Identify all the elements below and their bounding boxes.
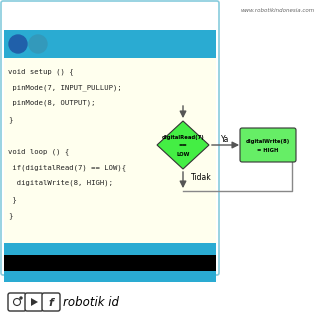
Text: ==: == — [179, 143, 188, 148]
Polygon shape — [157, 121, 209, 169]
Text: void setup () {: void setup () { — [8, 68, 74, 75]
FancyBboxPatch shape — [8, 293, 26, 311]
FancyBboxPatch shape — [42, 293, 60, 311]
Text: LOW: LOW — [176, 151, 190, 156]
Text: if(digitalRead(7) == LOW){: if(digitalRead(7) == LOW){ — [8, 164, 126, 171]
Text: pinMode(7, INPUT_PULLUP);: pinMode(7, INPUT_PULLUP); — [8, 84, 122, 91]
Text: pinMode(8, OUTPUT);: pinMode(8, OUTPUT); — [8, 100, 95, 107]
Text: Ya: Ya — [221, 135, 230, 145]
FancyBboxPatch shape — [240, 128, 296, 162]
Text: }: } — [8, 116, 12, 123]
Text: www.robotikindonesia.com: www.robotikindonesia.com — [241, 8, 315, 13]
Text: robotik id: robotik id — [63, 295, 119, 308]
Text: void loop () {: void loop () { — [8, 148, 69, 155]
Bar — [4, 243, 216, 255]
Text: Tidak: Tidak — [191, 172, 212, 181]
Circle shape — [29, 35, 47, 53]
FancyBboxPatch shape — [25, 293, 43, 311]
Text: digitalRead(7): digitalRead(7) — [162, 135, 204, 140]
Text: }: } — [8, 212, 12, 219]
Text: }: } — [8, 196, 17, 203]
Polygon shape — [31, 298, 38, 306]
Bar — [4, 271, 216, 282]
Circle shape — [9, 35, 27, 53]
Text: digitalWrite(8): digitalWrite(8) — [246, 139, 290, 143]
Text: digitalWrite(8, HIGH);: digitalWrite(8, HIGH); — [8, 180, 113, 187]
FancyBboxPatch shape — [1, 1, 219, 275]
Bar — [4, 30, 216, 58]
Text: = HIGH: = HIGH — [257, 148, 279, 153]
Bar — [4, 255, 216, 271]
Bar — [4, 58, 216, 255]
Text: f: f — [49, 298, 53, 308]
Circle shape — [20, 297, 22, 299]
